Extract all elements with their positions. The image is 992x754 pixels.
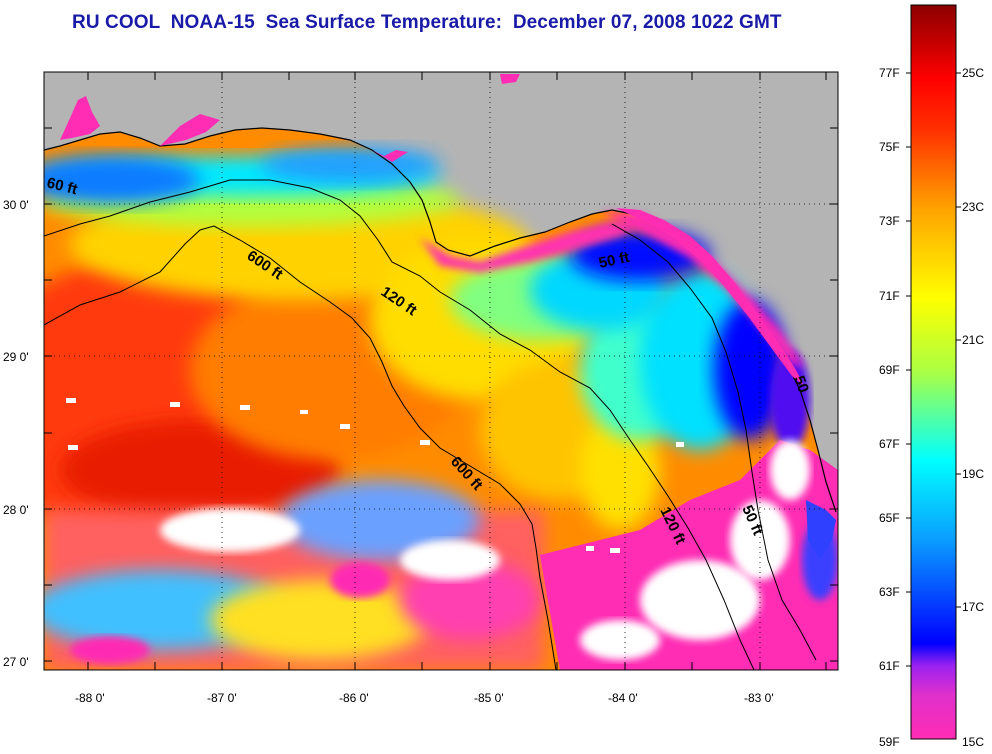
lon-label: -85 0' xyxy=(474,691,504,705)
coastline xyxy=(44,74,837,560)
colorbar-c-label: 21C xyxy=(962,333,984,347)
lat-label: 28 0' xyxy=(3,503,29,517)
colorbar-f-label: 65F xyxy=(879,511,900,525)
sea-surface-temperature-field xyxy=(44,128,838,670)
colorbar-c-label: 19C xyxy=(962,467,984,481)
lat-label: 29 0' xyxy=(3,350,29,364)
lat-label: 30 0' xyxy=(3,198,29,212)
lon-label: -88 0' xyxy=(75,691,105,705)
lat-label: 27 0' xyxy=(3,655,29,669)
axis-ticks xyxy=(44,72,838,670)
lon-label: -84 0' xyxy=(608,691,638,705)
colorbar-f-label: 73F xyxy=(879,214,900,228)
map-frame xyxy=(43,71,839,671)
bathymetry-contours xyxy=(44,179,817,670)
colorbar-f-label: 67F xyxy=(879,437,900,451)
colorbar-celsius-labels: 25C 23C 21C 19C 17C 15C xyxy=(962,66,984,749)
contour-label-60ft-west: 60 ft xyxy=(45,174,79,198)
lon-label: -83 0' xyxy=(744,691,774,705)
colorbar-c-label: 23C xyxy=(962,200,984,214)
colorbar-gradient xyxy=(910,4,957,740)
colorbar-c-label: 15C xyxy=(962,735,984,749)
latitude-labels: 30 0' 29 0' 28 0' 27 0' xyxy=(3,198,29,669)
colorbar-f-label: 63F xyxy=(879,585,900,599)
longitude-labels: -88 0' -87 0' -86 0' -85 0' -84 0' -83 0… xyxy=(75,691,774,705)
contour-label-50-coast: 50 xyxy=(790,374,812,395)
colorbar-f-label: 77F xyxy=(879,66,900,80)
contour-label-50ft-bigbend: 50 ft xyxy=(597,249,631,272)
colorbar-f-label: 69F xyxy=(879,363,900,377)
colorbar-c-label: 17C xyxy=(962,600,984,614)
colorbar-f-label: 71F xyxy=(879,289,900,303)
colorbar-f-label: 61F xyxy=(879,659,900,673)
colorbar-f-label: 59F xyxy=(879,735,900,749)
colorbar-ticks xyxy=(906,72,961,667)
colorbar-fahrenheit-labels: 77F 75F 73F 71F 69F 67F 65F 63F 61F 59F xyxy=(879,66,900,749)
lon-label: -87 0' xyxy=(207,691,237,705)
colorbar-f-label: 75F xyxy=(879,140,900,154)
chart-title: RU COOL NOAA-15 Sea Surface Temperature:… xyxy=(72,12,782,33)
colorbar-c-label: 25C xyxy=(962,66,984,80)
colorbar: 77F 75F 73F 71F 69F 67F 65F 63F 61F 59F … xyxy=(879,4,984,749)
lon-label: -86 0' xyxy=(339,691,369,705)
